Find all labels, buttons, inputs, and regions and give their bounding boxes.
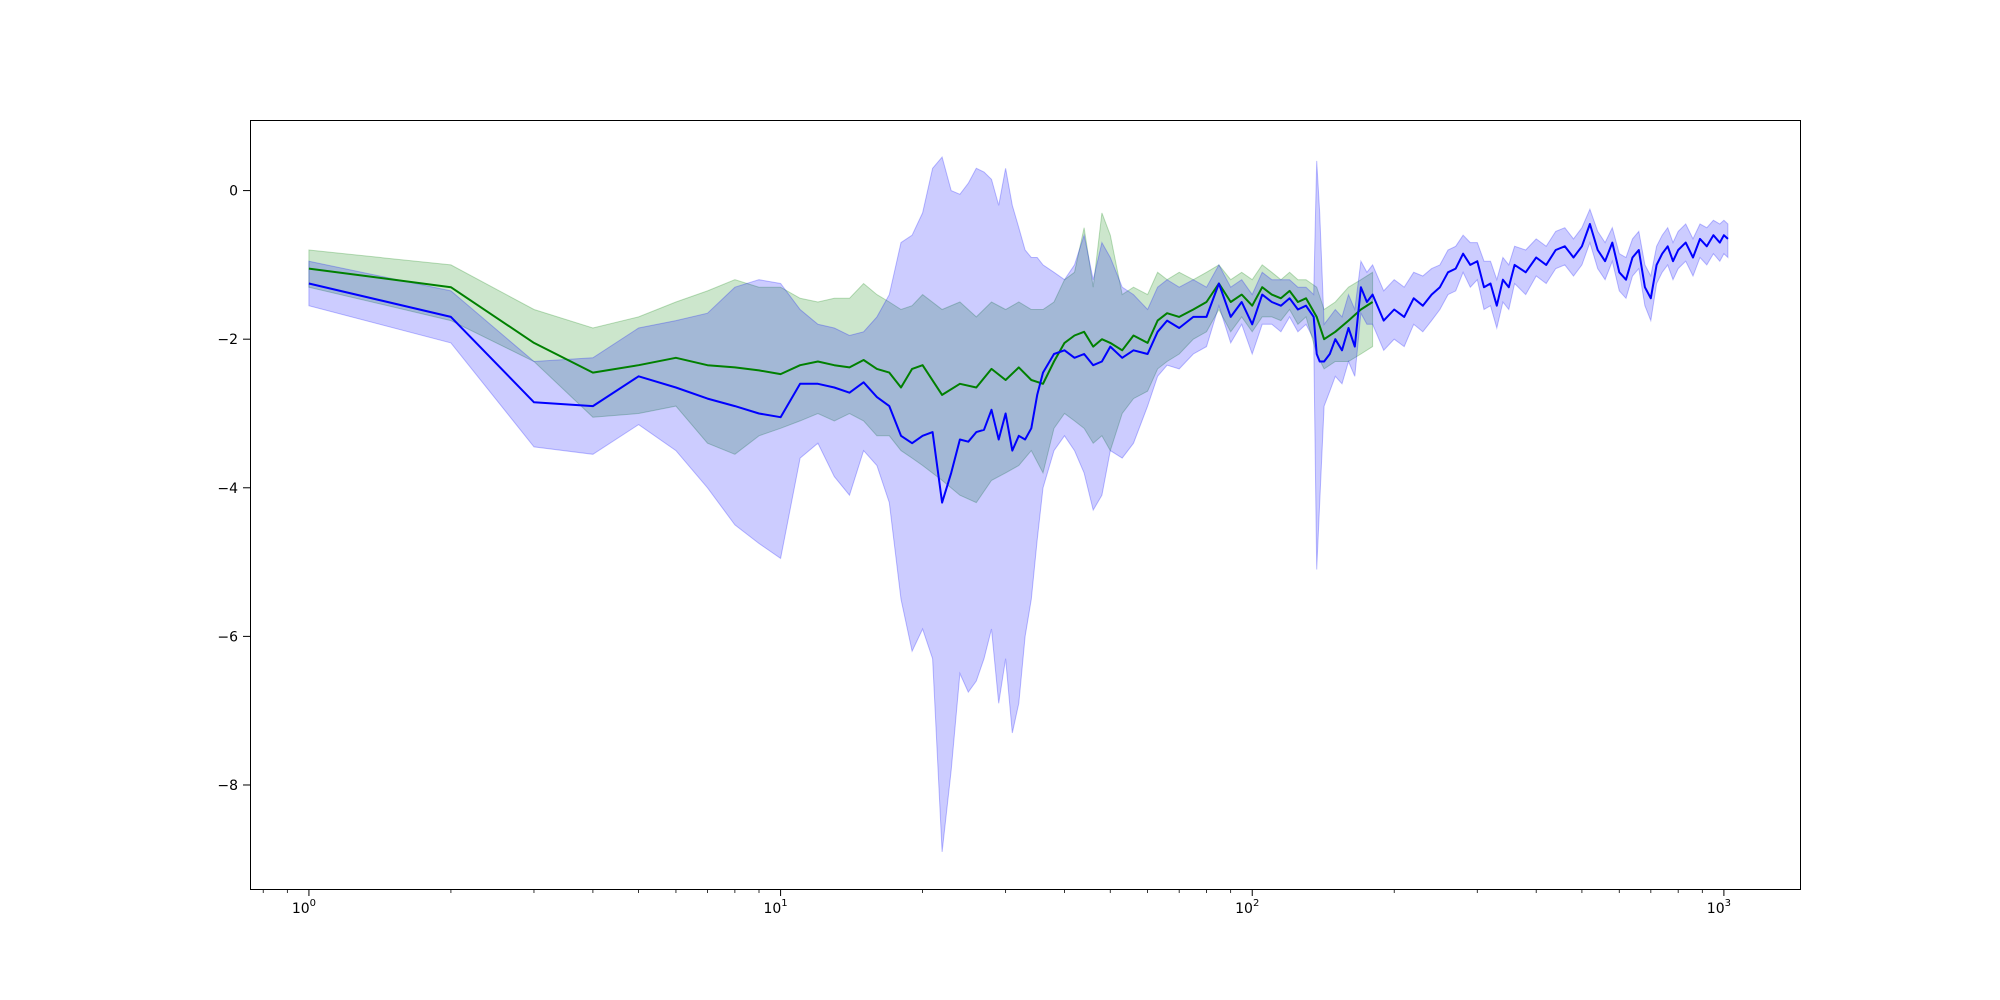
x-tick-label: 101 (763, 898, 787, 917)
y-axis: 0 −2 −4 −6 −8 (217, 184, 250, 794)
y-tick-label: −6 (217, 629, 238, 645)
series-1-line (308, 267, 1374, 396)
x-tick-label: 103 (1707, 898, 1731, 917)
y-tick-label: −4 (217, 481, 238, 497)
confidence-bands (308, 156, 1729, 852)
plot-frame (250, 120, 1801, 890)
y-tick-label: 0 (229, 184, 238, 200)
series-2-line (308, 223, 1729, 504)
series-2-band (308, 156, 1729, 852)
x-tick-label: 102 (1235, 898, 1259, 917)
x-tick-label: 100 (292, 898, 316, 917)
y-tick-label: −2 (217, 332, 238, 348)
x-axis: 100 101 102 103 (262, 889, 1731, 917)
series-1-band (308, 212, 1374, 504)
series-lines (308, 223, 1729, 504)
y-tick-label: −8 (217, 778, 238, 794)
